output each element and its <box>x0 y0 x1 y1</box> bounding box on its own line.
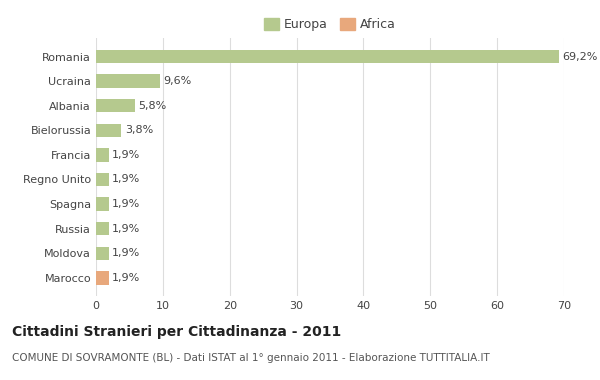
Text: 5,8%: 5,8% <box>138 101 166 111</box>
Bar <box>96 197 109 211</box>
Text: 1,9%: 1,9% <box>112 248 140 258</box>
Text: COMUNE DI SOVRAMONTE (BL) - Dati ISTAT al 1° gennaio 2011 - Elaborazione TUTTITA: COMUNE DI SOVRAMONTE (BL) - Dati ISTAT a… <box>12 353 490 363</box>
Bar <box>96 74 160 88</box>
Bar <box>96 222 109 236</box>
Bar <box>96 271 109 285</box>
Text: 3,8%: 3,8% <box>125 125 153 135</box>
Bar <box>96 247 109 260</box>
Bar <box>96 173 109 186</box>
Text: 1,9%: 1,9% <box>112 273 140 283</box>
Legend: Europa, Africa: Europa, Africa <box>259 13 401 36</box>
Text: 1,9%: 1,9% <box>112 174 140 185</box>
Bar <box>96 124 121 137</box>
Text: Cittadini Stranieri per Cittadinanza - 2011: Cittadini Stranieri per Cittadinanza - 2… <box>12 325 341 339</box>
Bar <box>96 99 135 112</box>
Text: 69,2%: 69,2% <box>562 52 598 62</box>
Text: 1,9%: 1,9% <box>112 199 140 209</box>
Text: 1,9%: 1,9% <box>112 150 140 160</box>
Text: 9,6%: 9,6% <box>164 76 192 86</box>
Bar <box>96 50 559 63</box>
Bar <box>96 148 109 162</box>
Text: 1,9%: 1,9% <box>112 224 140 234</box>
